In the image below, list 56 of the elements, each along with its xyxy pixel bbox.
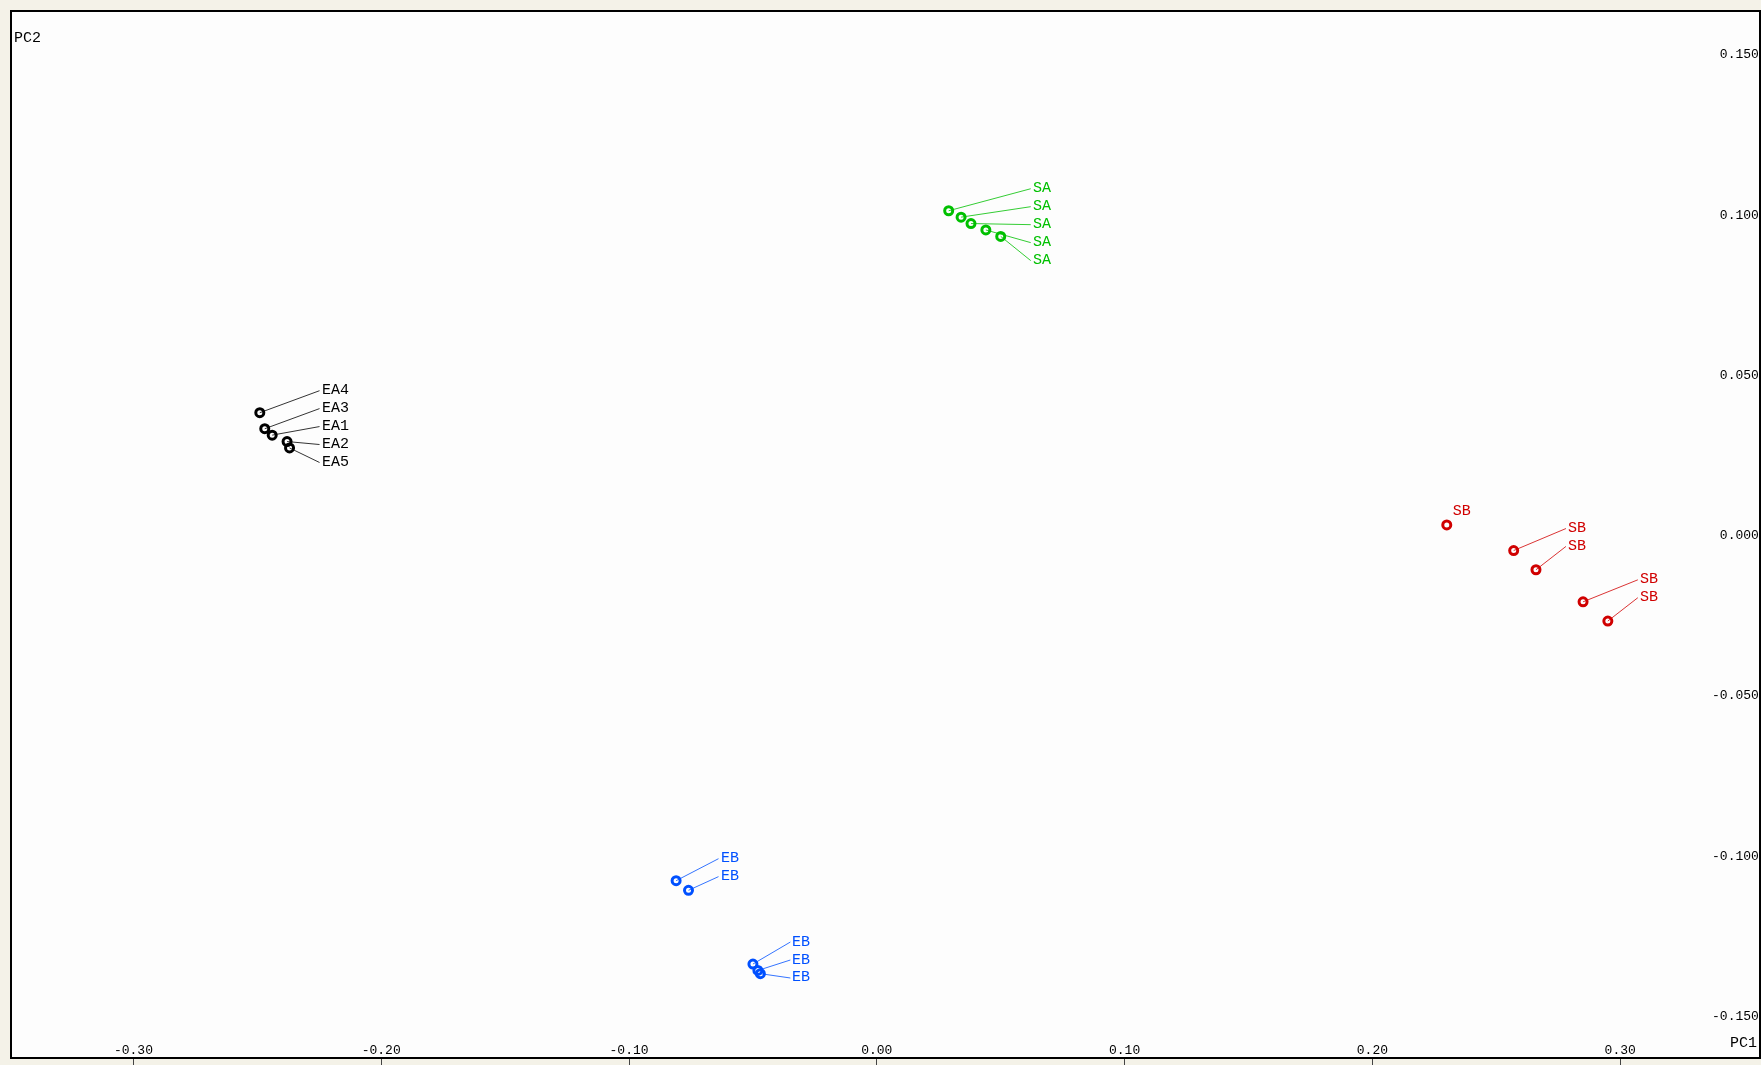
data-label: EA5 xyxy=(322,454,350,471)
data-label: EB xyxy=(721,850,740,867)
data-label: EB xyxy=(792,934,811,951)
data-label: SA xyxy=(1033,216,1052,233)
point xyxy=(955,211,967,223)
y-tick-label: 0.050 xyxy=(1719,367,1759,383)
data-label: SB xyxy=(1640,589,1659,606)
data-label: SA xyxy=(1033,180,1052,197)
x-tick-label: 0.00 xyxy=(861,1043,893,1059)
data-label: EB xyxy=(792,969,811,986)
y-tick-label: -0.050 xyxy=(1712,688,1759,704)
x-tick-label: -0.10 xyxy=(609,1043,649,1059)
data-label: EB xyxy=(792,952,811,969)
x-tick-label: -0.20 xyxy=(361,1043,401,1059)
x-axis-title: PC1 xyxy=(1730,1035,1758,1052)
point xyxy=(1441,519,1453,531)
x-tick-label: 0.10 xyxy=(1109,1043,1141,1059)
point xyxy=(670,875,682,887)
data-label: EA1 xyxy=(322,418,350,435)
y-tick-label: -0.100 xyxy=(1712,848,1759,864)
data-label: EA4 xyxy=(322,382,350,399)
y-tick-label: -0.150 xyxy=(1712,1008,1759,1024)
point xyxy=(1530,564,1542,576)
data-label: SA xyxy=(1033,198,1052,215)
y-tick-label: 0.150 xyxy=(1719,47,1759,63)
y-tick-label: 0.100 xyxy=(1719,207,1759,223)
x-tick-label: 0.20 xyxy=(1356,1043,1389,1059)
y-tick-label: 0.000 xyxy=(1719,528,1759,544)
data-label: SB xyxy=(1568,520,1587,537)
point xyxy=(281,436,293,448)
point xyxy=(259,423,271,435)
data-label: EA2 xyxy=(322,436,350,453)
point xyxy=(266,429,278,441)
point xyxy=(284,442,296,454)
point xyxy=(980,224,992,236)
point xyxy=(1508,545,1520,557)
y-axis-title: PC2 xyxy=(14,30,42,47)
point xyxy=(1602,615,1614,627)
x-tick-label: 0.30 xyxy=(1604,1043,1636,1059)
point xyxy=(752,964,764,976)
point xyxy=(254,407,266,419)
point xyxy=(995,230,1007,242)
point xyxy=(1577,596,1589,608)
data-label: SA xyxy=(1033,234,1052,251)
x-tick-label: -0.30 xyxy=(113,1043,153,1059)
point xyxy=(943,205,955,217)
data-label: EB xyxy=(721,868,740,885)
data-label: SB xyxy=(1640,571,1659,588)
data-label: SB xyxy=(1452,503,1471,521)
point xyxy=(965,218,977,230)
data-label: SB xyxy=(1568,538,1587,555)
point xyxy=(683,884,694,896)
data-label: SA xyxy=(1033,252,1052,269)
point xyxy=(754,968,766,980)
point xyxy=(747,958,759,970)
data-label: EA3 xyxy=(322,400,350,417)
